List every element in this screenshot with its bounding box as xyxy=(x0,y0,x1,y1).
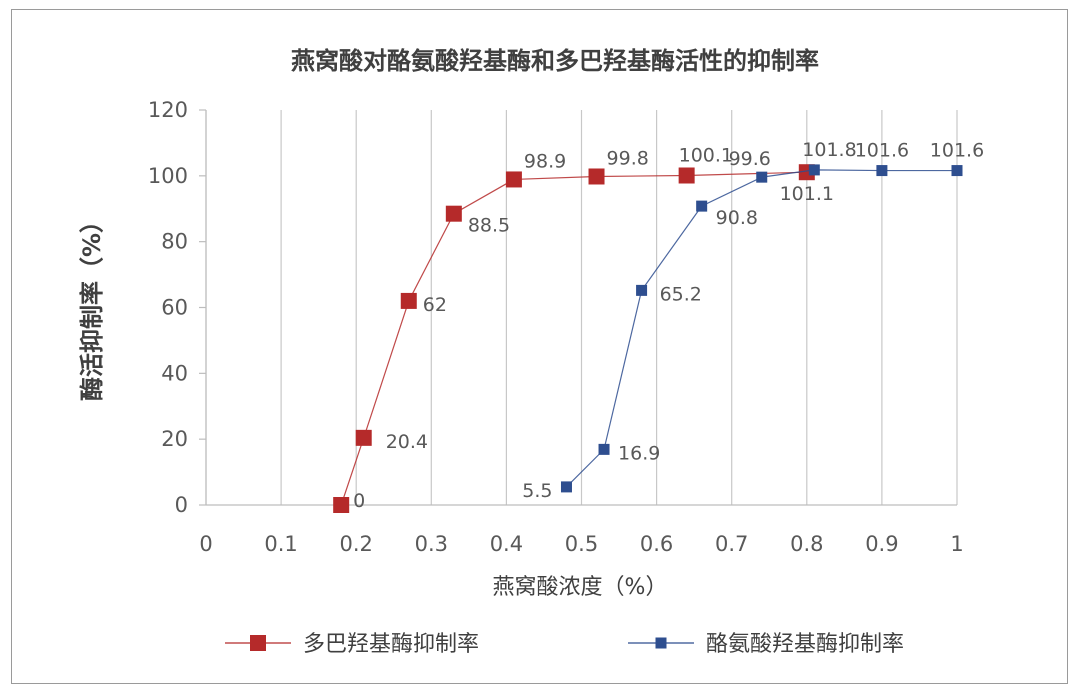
x-axis-ticks: 0 0.1 0.2 0.3 0.4 0.5 0.6 0.7 0.8 0.9 1 xyxy=(199,532,963,556)
x-axis-label: 燕窝酸浓度（%） xyxy=(493,575,668,600)
y-tick-label: 100 xyxy=(148,164,188,188)
x-tick-label: 0.3 xyxy=(415,532,448,556)
data-label: 0 xyxy=(353,490,365,512)
data-point xyxy=(598,443,610,455)
chart-frame xyxy=(11,9,1068,684)
y-axis-label: 酶活抑制率（%） xyxy=(78,209,106,401)
data-label: 65.2 xyxy=(660,283,702,305)
data-label: 90.8 xyxy=(716,207,758,229)
data-label: 20.4 xyxy=(386,431,428,453)
x-tick-label: 0.8 xyxy=(790,532,823,556)
data-point xyxy=(876,165,888,177)
x-tick-label: 0.1 xyxy=(264,532,297,556)
data-label: 98.9 xyxy=(524,150,566,172)
data-point xyxy=(808,164,820,176)
data-point xyxy=(636,284,648,296)
data-point xyxy=(678,167,695,184)
y-tick-label: 80 xyxy=(161,230,188,254)
data-point xyxy=(400,292,417,309)
data-label: 62 xyxy=(423,294,447,316)
data-label: 101.1 xyxy=(780,183,834,205)
data-point xyxy=(951,165,963,177)
data-point xyxy=(445,205,462,222)
data-point xyxy=(560,481,572,493)
legend-label: 酪氨酸羟基酶抑制率 xyxy=(706,632,904,657)
series-line xyxy=(340,171,807,506)
x-tick-label: 0.5 xyxy=(565,532,598,556)
data-label: 101.6 xyxy=(930,140,984,162)
data-point xyxy=(588,168,605,185)
y-axis-ticks: 0 20 40 60 80 100 120 xyxy=(148,98,188,517)
y-tick-label: 40 xyxy=(161,361,188,385)
legend: 多巴羟基酶抑制率 酪氨酸羟基酶抑制率 xyxy=(225,632,904,657)
data-label: 5.5 xyxy=(522,480,552,502)
x-tick-label: 0.9 xyxy=(865,532,898,556)
x-tick-label: 0 xyxy=(199,532,212,556)
legend-label: 多巴羟基酶抑制率 xyxy=(303,632,479,657)
x-tick-label: 0.4 xyxy=(490,532,523,556)
data-label: 99.8 xyxy=(607,147,649,169)
data-label: 100.1 xyxy=(679,145,733,167)
series-layer: 0 20.4 62 88.5 98.9 99.8 100.1 101.1 5.5 16.9 65.2… xyxy=(333,139,984,513)
x-tick-label: 0.6 xyxy=(640,532,673,556)
data-point xyxy=(696,200,708,212)
data-label: 16.9 xyxy=(618,442,660,464)
data-point xyxy=(333,497,350,513)
y-tick-label: 0 xyxy=(175,493,188,517)
data-label: 101.8 xyxy=(802,139,856,161)
data-point xyxy=(355,429,372,446)
legend-marker xyxy=(655,637,667,649)
data-point xyxy=(756,171,768,183)
chart-title: 燕窝酸对酪氨酸羟基酶和多巴羟基酶活性的抑制率 xyxy=(291,47,819,75)
legend-marker xyxy=(250,635,266,651)
x-tick-label: 0.7 xyxy=(715,532,748,556)
y-tick-label: 120 xyxy=(148,98,188,122)
data-point xyxy=(505,171,522,188)
series-0: 0 20.4 62 88.5 98.9 99.8 100.1 101.1 xyxy=(333,145,834,513)
data-label: 88.5 xyxy=(468,215,510,237)
y-tick-label: 60 xyxy=(161,296,188,320)
y-tick-label: 20 xyxy=(161,427,188,451)
grid xyxy=(199,109,958,506)
x-tick-label: 0.2 xyxy=(339,532,372,556)
data-label: 101.6 xyxy=(855,140,909,162)
data-label: 99.6 xyxy=(729,148,771,170)
series-line xyxy=(566,169,957,488)
x-tick-label: 1 xyxy=(950,532,963,556)
